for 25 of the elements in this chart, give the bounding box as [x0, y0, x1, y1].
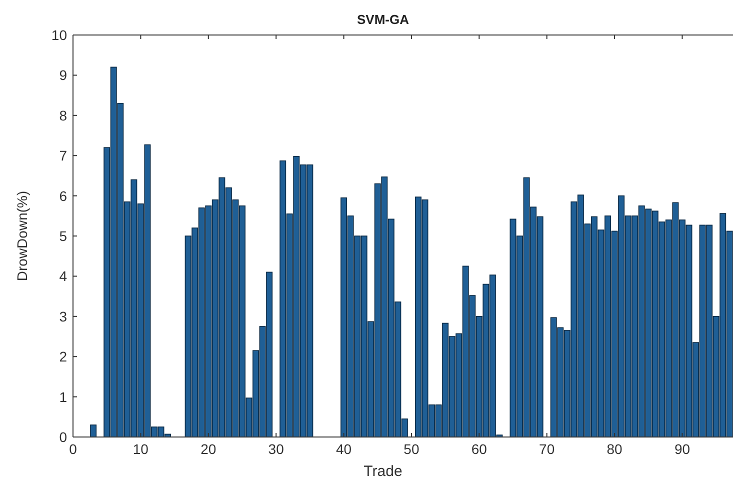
x-tick-label: 0: [69, 441, 78, 457]
y-tick-label: 3: [59, 308, 68, 324]
x-tick-label: 60: [471, 441, 488, 457]
bar: [90, 424, 97, 438]
x-axis-title: Trade: [364, 463, 402, 480]
x-tick-label: 70: [539, 441, 555, 457]
y-axis-title: DrowDown(%): [14, 190, 30, 282]
y-tick-label: 1: [59, 388, 68, 405]
x-tick-label: 10: [132, 441, 149, 457]
y-tick-label: 0: [59, 429, 68, 445]
y-tick-label: 5: [59, 228, 68, 244]
y-tick-label: 8: [59, 107, 68, 124]
y-tick-label: 2: [59, 348, 68, 365]
x-tick-label: 80: [606, 441, 623, 457]
y-tick-label: 9: [59, 67, 68, 84]
y-tick-label: 10: [51, 27, 68, 43]
x-tick-label: 50: [404, 441, 420, 457]
y-tick-label: 7: [59, 148, 68, 164]
y-tick-label: 4: [59, 268, 68, 284]
x-tick-label: 90: [674, 441, 690, 457]
y-tick-label: 6: [59, 188, 68, 204]
chart-title: SVM-GA: [357, 12, 410, 27]
x-tick-label: 40: [336, 441, 352, 457]
x-tick-label: 20: [200, 441, 216, 457]
x-tick-label: 30: [268, 441, 284, 457]
